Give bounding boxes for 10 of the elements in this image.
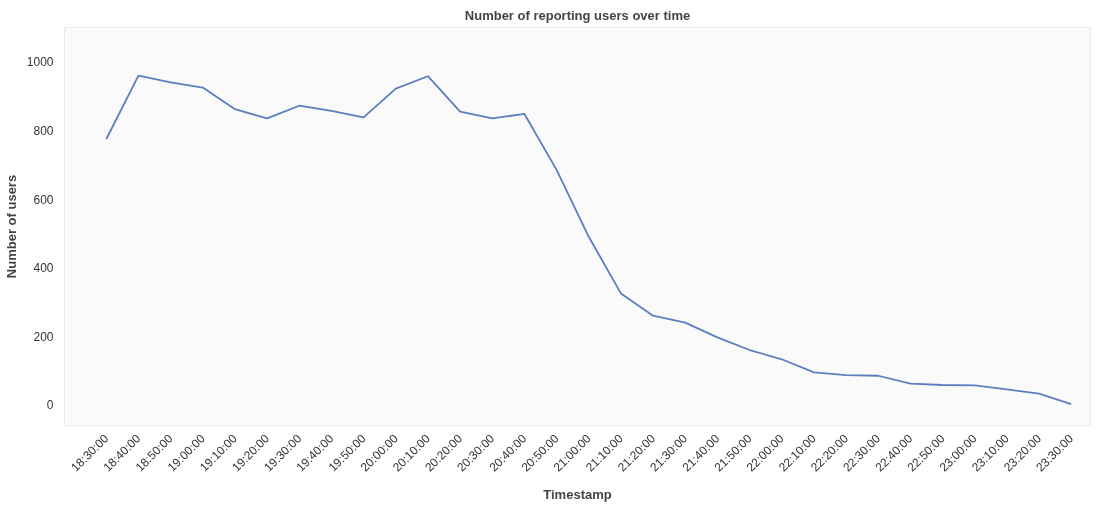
x-axis-title: Timestamp xyxy=(543,487,612,503)
y-tick-label: 800 xyxy=(33,123,54,138)
line-series xyxy=(105,74,1073,406)
y-tick-label: 400 xyxy=(33,261,54,276)
y-axis-title: Number of users xyxy=(3,174,19,279)
y-tick-label: 1000 xyxy=(26,55,54,70)
y-tick-label: 600 xyxy=(33,192,54,207)
chart-title: Number of reporting users over time xyxy=(464,7,691,23)
y-tick-label: 200 xyxy=(33,329,54,344)
y-tick-label: 0 xyxy=(46,398,54,413)
